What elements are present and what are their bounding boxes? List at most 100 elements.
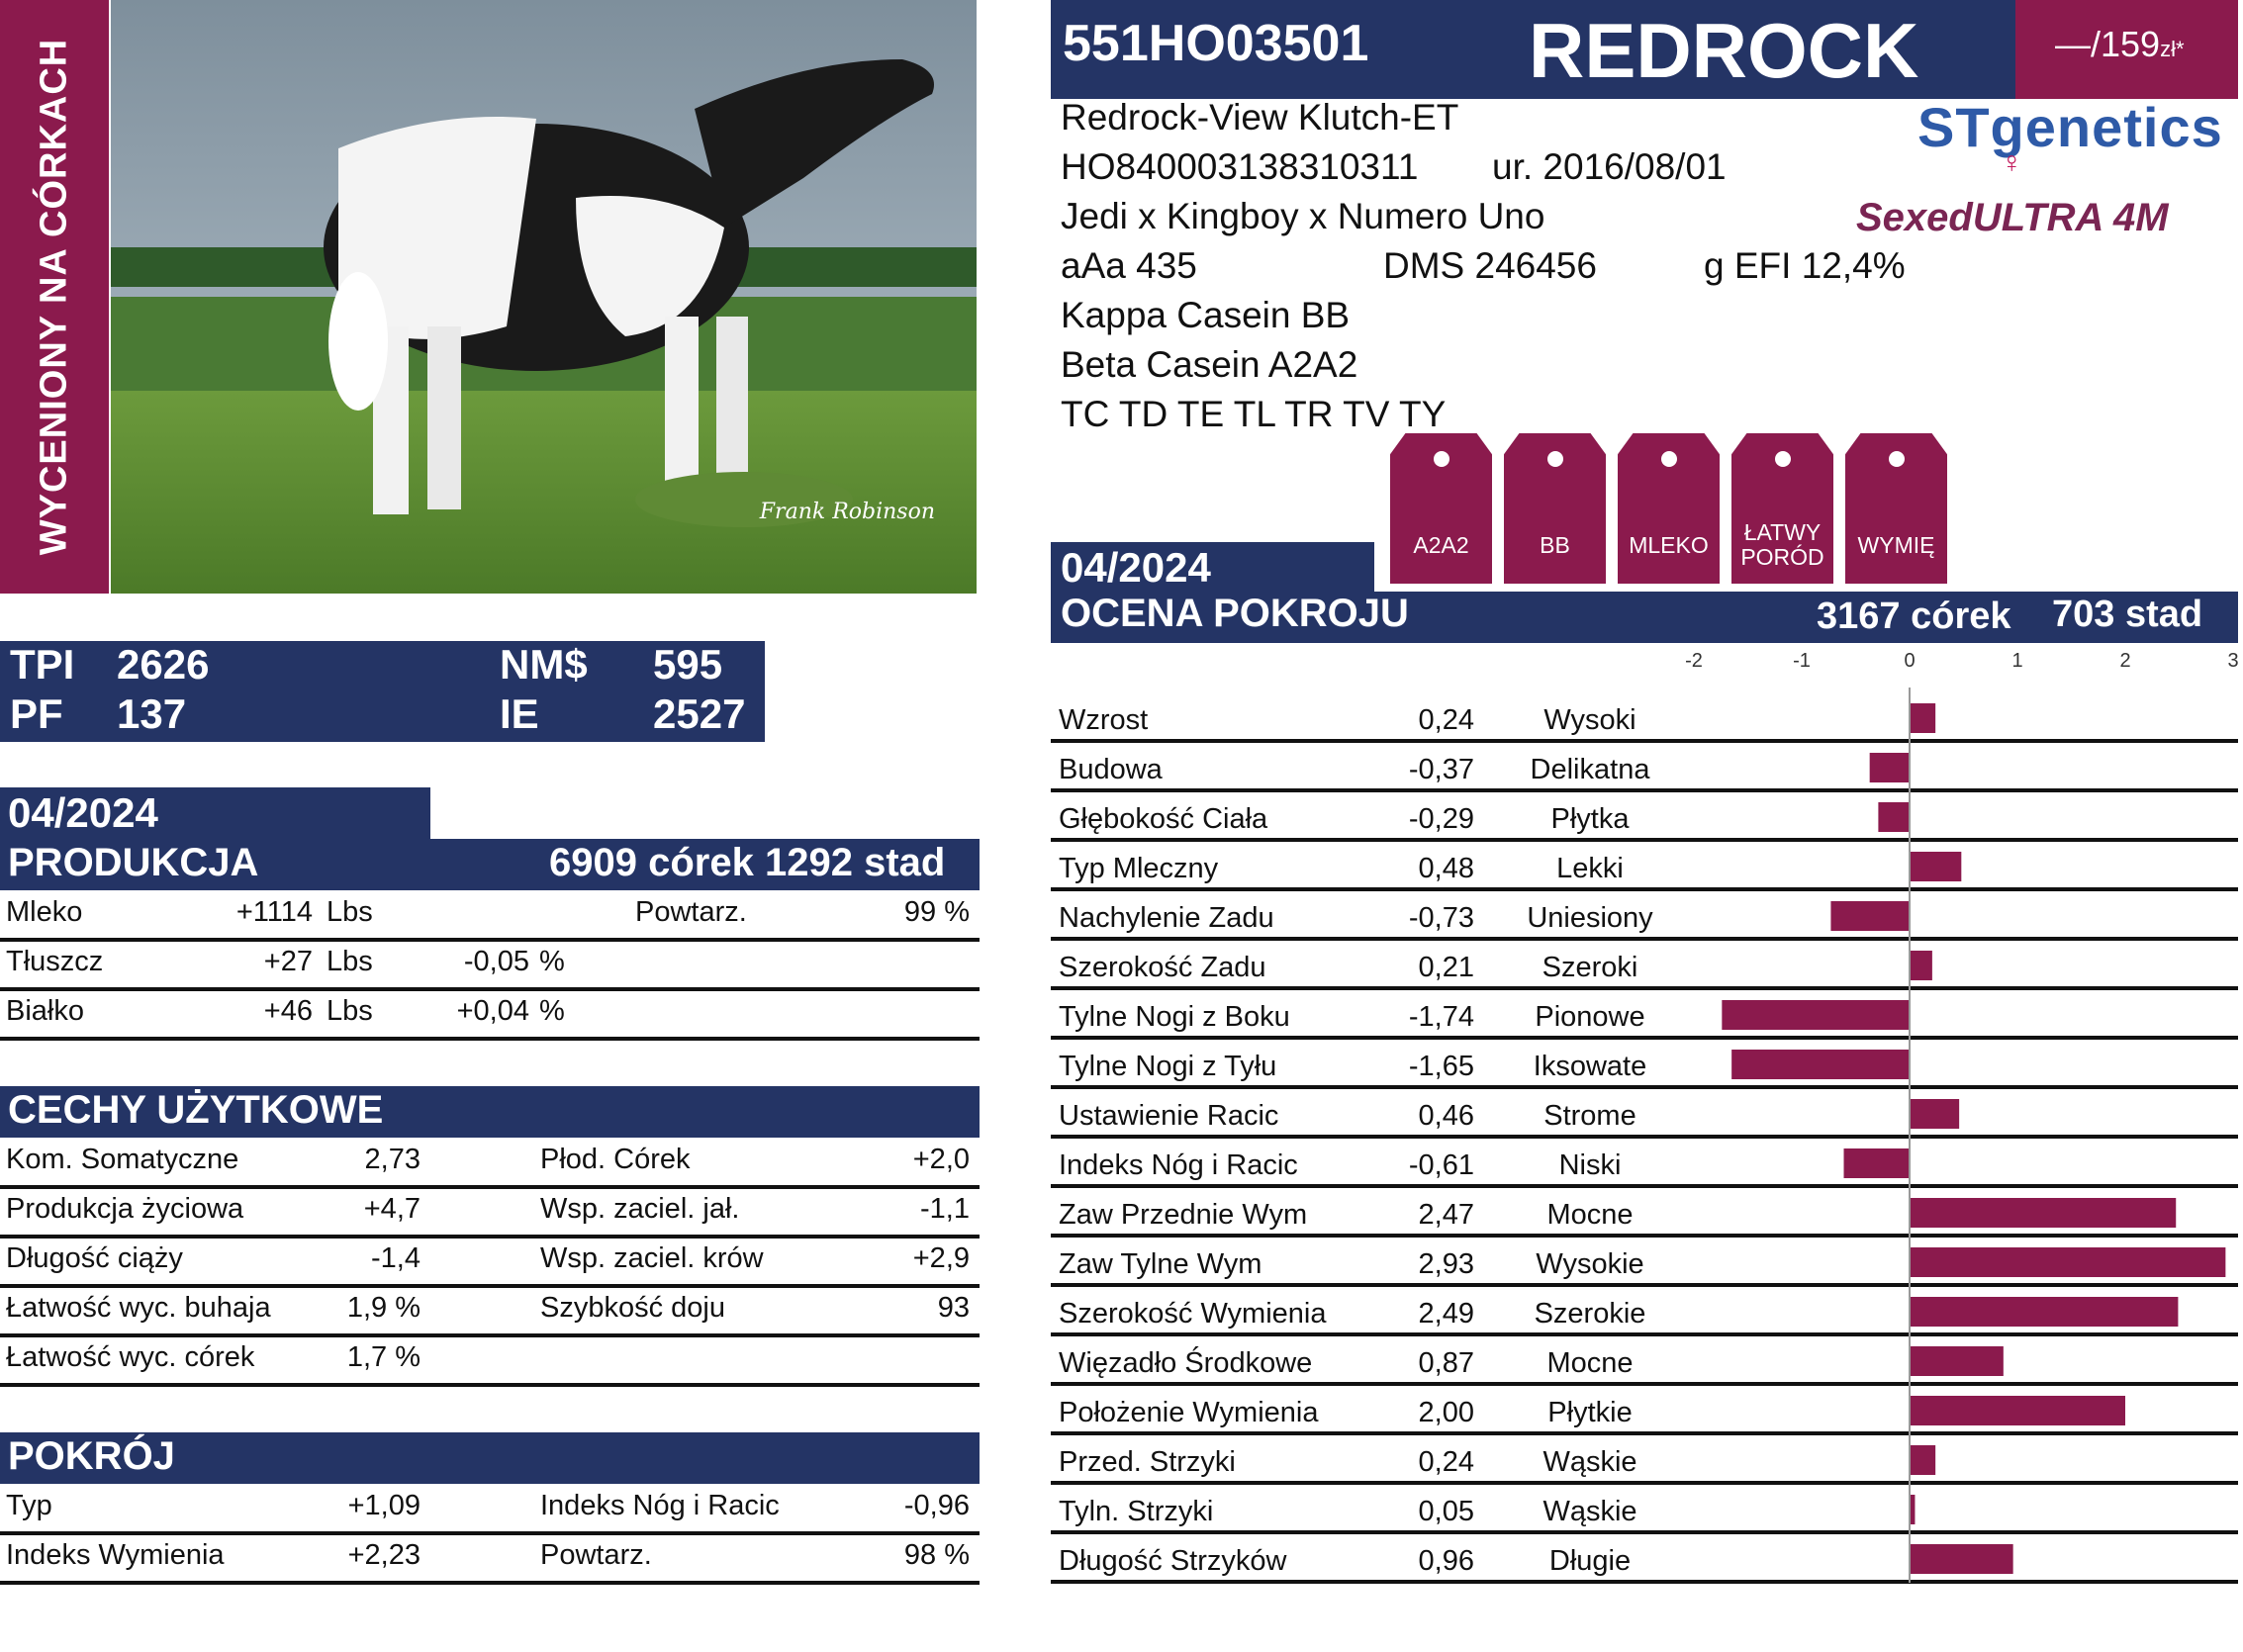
functional-trait-label: Długość ciąży xyxy=(6,1242,183,1274)
trait-description: Wąskie xyxy=(1542,1496,1636,1527)
trait-label: Szerokość Zadu xyxy=(1059,952,1266,983)
trait-label: Typ Mleczny xyxy=(1059,853,1219,884)
conformation-row: Indeks Wymienia +2,23 Powtarz. 98 % xyxy=(0,1535,980,1585)
trait-bar xyxy=(1910,1247,2226,1277)
trait-bar xyxy=(1910,1396,2125,1425)
production-trait-value: +46 xyxy=(263,995,313,1027)
functional-trait-value: 2,73 xyxy=(364,1144,421,1175)
trait-description: Długie xyxy=(1549,1545,1631,1577)
type-eval-header: OCENA POKROJU 3167 córek 703 stad xyxy=(1051,592,2238,643)
conformation-trait-value-2: -0,96 xyxy=(903,1490,970,1521)
trait-bar xyxy=(1910,1297,2179,1327)
trait-label: Więzadło Środkowe xyxy=(1059,1345,1312,1379)
badge-a2a2: A2A2 xyxy=(1390,433,1492,584)
trait-description: Uniesiony xyxy=(1527,902,1653,934)
axis-tick-label: -2 xyxy=(1685,650,1703,672)
trait-value-label: -0,37 xyxy=(1409,754,1474,785)
functional-trait-label-2: Wsp. zaciel. krów xyxy=(540,1242,764,1274)
conformation-trait-value: +2,23 xyxy=(347,1539,421,1571)
type-eval-date-bar: 04/2024 xyxy=(1051,542,1374,594)
trait-description: Płytkie xyxy=(1547,1397,1632,1428)
conformation-trait-label: Typ xyxy=(6,1490,52,1521)
trait-description: Mocne xyxy=(1546,1199,1633,1231)
trait-value-label: 2,49 xyxy=(1419,1298,1474,1330)
trait-bar xyxy=(1830,901,1910,931)
trait-description: Lekki xyxy=(1556,853,1624,884)
production-extra-value: 99 % xyxy=(903,896,970,928)
tpi-value: 2626 xyxy=(117,641,210,688)
trait-description: Wysoki xyxy=(1543,704,1636,736)
type-eval-title: OCENA POKROJU xyxy=(1061,592,1409,635)
bull-code: 551HO03501 xyxy=(1063,15,1369,72)
functional-trait-value: 1,9 % xyxy=(346,1292,421,1324)
trait-bar xyxy=(1910,1198,2177,1228)
trait-value-label: 0,96 xyxy=(1419,1545,1474,1577)
conformation-trait-label-2: Powtarz. xyxy=(540,1539,652,1571)
aaa-code: aAa 435 xyxy=(1061,245,1197,286)
bull-header-bar: 551HO03501 REDROCK xyxy=(1051,0,2015,99)
type-trait-chart: -2 -1 0 1 2 3 Wzrost 0,24 Wysoki Budowa -0,37 Delik… xyxy=(1051,650,2238,1584)
trait-description: Mocne xyxy=(1546,1347,1633,1379)
functional-row: Łatwość wyc. córek 1,7 % xyxy=(0,1337,980,1387)
trait-value-label: 0,87 xyxy=(1419,1347,1474,1379)
ie-label: IE xyxy=(500,690,539,737)
trait-description: Szerokie xyxy=(1535,1298,1646,1330)
functional-trait-value-2: +2,9 xyxy=(912,1242,970,1274)
trait-value-label: 0,21 xyxy=(1419,952,1474,983)
trait-description: Szeroki xyxy=(1542,952,1638,983)
cow-illustration xyxy=(111,0,977,594)
trait-value-label: 0,24 xyxy=(1419,704,1474,736)
trait-label: Głębokość Ciała xyxy=(1059,803,1268,835)
trait-label: Tylne Nogi z Boku xyxy=(1059,1001,1290,1033)
trait-label: Budowa xyxy=(1059,754,1164,785)
trait-label: Nachylenie Zadu xyxy=(1059,902,1274,934)
trait-label: Tylne Nogi z Tyłu xyxy=(1059,1051,1276,1082)
haplotypes: TC TD TE TL TR TV TY xyxy=(1061,394,1447,434)
type-eval-herds: 703 stad xyxy=(2052,594,2203,635)
registration-number: HO840003138310311 xyxy=(1061,146,1419,187)
production-trait-pct-unit: % xyxy=(539,946,565,977)
production-trait-label: Mleko xyxy=(6,896,83,928)
production-counts: 6909 córek 1292 stad xyxy=(549,841,946,884)
trait-description: Delikatna xyxy=(1531,754,1651,785)
dms-code: DMS 246456 xyxy=(1383,245,1597,286)
trait-label: Przed. Strzyki xyxy=(1059,1446,1236,1478)
trait-label: Długość Strzyków xyxy=(1059,1545,1288,1577)
kappa-casein: Kappa Casein BB xyxy=(1061,295,1351,335)
trait-label: Szerokość Wymienia xyxy=(1059,1298,1327,1330)
tag-hole-icon xyxy=(1661,451,1677,467)
female-symbol-icon: ♀ xyxy=(2001,146,2023,179)
tpi-label: TPI xyxy=(10,641,75,688)
production-title: PRODUKCJA xyxy=(8,841,259,884)
stgenetics-logo: STgenetics xyxy=(1917,96,2223,158)
trait-bar xyxy=(1843,1148,1910,1178)
trait-value-label: 0,05 xyxy=(1419,1496,1474,1527)
type-eval-daughters: 3167 córek xyxy=(1817,596,2011,637)
trait-description: Pionowe xyxy=(1535,1001,1644,1033)
production-trait-label: Białko xyxy=(6,995,84,1027)
trait-value-label: 0,48 xyxy=(1419,853,1474,884)
functional-trait-label: Kom. Somatyczne xyxy=(6,1144,239,1175)
badge-bb: BB xyxy=(1504,433,1606,584)
photo-credit: Frank Robinson xyxy=(759,500,935,524)
conformation-trait-value: +1,09 xyxy=(347,1490,421,1521)
trait-value-label: 2,47 xyxy=(1419,1199,1474,1231)
production-row: Mleko +1114 Lbs Powtarz. 99 % xyxy=(0,892,980,942)
production-trait-unit: Lbs xyxy=(327,995,373,1027)
functional-trait-value-2: -1,1 xyxy=(920,1193,970,1225)
trait-value-label: -0,73 xyxy=(1409,902,1474,934)
trait-bar xyxy=(1910,1099,1960,1129)
index-box: TPI 2626 NM$ 595 PF 137 IE 2527 xyxy=(0,641,765,742)
trait-value-label: -1,65 xyxy=(1409,1051,1474,1082)
trait-value-label: -0,29 xyxy=(1409,803,1474,835)
production-date: 04/2024 xyxy=(8,789,158,836)
efi-value: g EFI 12,4% xyxy=(1704,245,1906,286)
functional-trait-value: +4,7 xyxy=(363,1193,421,1225)
functional-trait-label-2: Szybkość doju xyxy=(540,1292,725,1324)
conformation-trait-label-2: Indeks Nóg i Racic xyxy=(540,1490,780,1521)
badge-wymie: WYMIĘ xyxy=(1845,433,1947,584)
functional-header: CECHY UŻYTKOWE xyxy=(0,1086,980,1138)
trait-value-label: 0,46 xyxy=(1419,1100,1474,1132)
functional-trait-value: 1,7 % xyxy=(346,1341,421,1373)
axis-tick-label: -1 xyxy=(1793,650,1811,672)
